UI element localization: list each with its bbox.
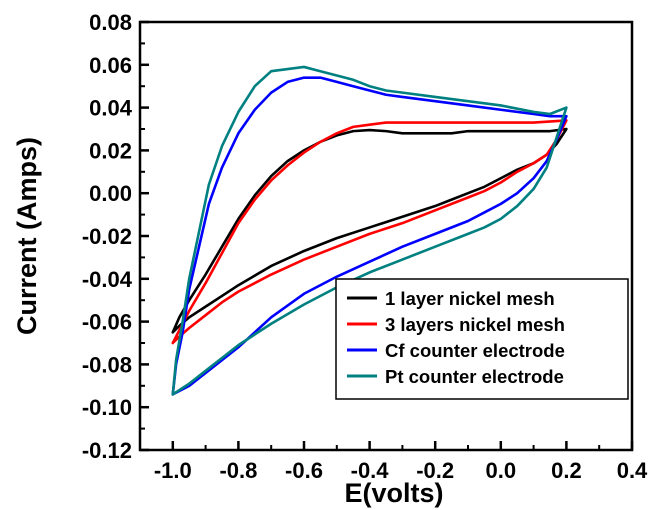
x-tick-label: -0.4 [351, 458, 390, 483]
legend-box [335, 278, 629, 400]
legend-label: Cf counter electrode [385, 340, 565, 361]
x-tick-label: 0.0 [486, 458, 517, 483]
x-tick-label: -0.2 [416, 458, 454, 483]
x-tick-label: 0.4 [617, 458, 648, 483]
x-tick-label: -0.6 [285, 458, 323, 483]
y-tick-label: 0.06 [89, 53, 132, 78]
legend-label: Pt counter electrode [385, 366, 564, 387]
y-axis: 0.08 0.06 0.04 0.02 0.00 -0.02 -0.04 -0.06 -0.08… [82, 10, 149, 463]
x-tick-label: 0.2 [551, 458, 582, 483]
x-axis-title: E(volts) [344, 478, 443, 508]
y-axis-title: Current (Amps) [12, 137, 42, 335]
legend: 1 layer nickel mesh 3 layers nickel mesh C… [335, 278, 629, 400]
y-tick-label: -0.10 [82, 395, 132, 420]
y-tick-label: -0.02 [82, 224, 132, 249]
series-line-2 [171, 119, 568, 345]
y-tick-label: -0.04 [82, 267, 133, 292]
series-line-1 [171, 127, 568, 334]
legend-label: 3 layers nickel mesh [385, 314, 565, 335]
y-tick-label: -0.12 [82, 438, 132, 463]
y-tick-label: -0.06 [82, 310, 132, 335]
x-axis: -1.0 -0.8 -0.6 -0.4 -0.2 0.0 0.2 0.4 [154, 441, 648, 483]
series-line-4 [171, 65, 568, 396]
y-tick-label: 0.02 [89, 138, 132, 163]
legend-label: 1 layer nickel mesh [385, 288, 555, 309]
y-tick-label: 0.08 [89, 10, 132, 35]
y-tick-label: -0.08 [82, 352, 132, 377]
x-tick-label: -0.8 [219, 458, 257, 483]
y-tick-label: 0.00 [89, 181, 132, 206]
y-tick-label: 0.04 [89, 96, 133, 121]
series-line-3 [171, 76, 568, 396]
x-tick-label: -1.0 [154, 458, 192, 483]
series-layer [171, 65, 568, 396]
